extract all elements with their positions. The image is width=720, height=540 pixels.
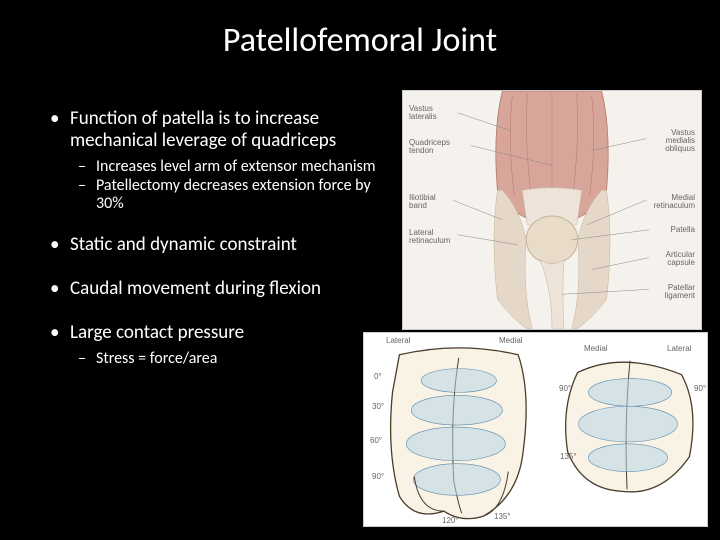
label-deg90-l: 90° [372, 473, 384, 481]
label-lateral-left: Lateral [386, 337, 410, 345]
label-deg90-r2: 90° [694, 385, 706, 393]
label-patellar-ligament: Patellar ligament [665, 284, 695, 300]
label-deg30: 30° [372, 403, 384, 411]
bullet-content: Function of patella is to increase mecha… [40, 108, 380, 390]
bullet-1: Function of patella is to increase mecha… [40, 108, 380, 212]
bullet-1-sub-2: Patellectomy decreases extension force b… [70, 177, 380, 212]
label-iliotibial-band: Iliotibial band [409, 194, 436, 210]
label-medial-retinaculum: Medial retinaculum [654, 194, 695, 210]
label-deg90-r: 90° [559, 385, 571, 393]
label-deg60: 60° [370, 437, 382, 445]
label-deg120: 120° [442, 517, 459, 525]
label-deg135: 135° [494, 513, 511, 521]
label-patella: Patella [671, 226, 695, 234]
bullet-2: Static and dynamic constraint [40, 234, 380, 256]
label-deg135-r: 135° [560, 453, 577, 461]
bullet-1-text: Function of patella is to increase mecha… [70, 107, 336, 152]
label-quadriceps-tendon: Quadriceps tendon [409, 139, 450, 155]
knee-anatomy-svg [403, 91, 701, 329]
contact-area-svg [364, 333, 707, 526]
label-vastus-lateralis: Vastus lateralis [409, 105, 437, 121]
label-lateral-retinaculum: Lateral retinaculum [409, 229, 450, 245]
bullet-3: Caudal movement during flexion [40, 278, 380, 300]
label-medial-left: Medial [499, 337, 523, 345]
bullet-4-sub-1: Stress = force/area [70, 350, 380, 368]
label-deg0: 0° [374, 373, 382, 381]
label-medial-right: Medial [584, 345, 608, 353]
bullet-4: Large contact pressure Stress = force/ar… [40, 322, 380, 367]
contact-area-figure: Lateral Medial 0° 30° 60° 90° 120° 135° … [363, 332, 708, 527]
bullet-4-text: Large contact pressure [70, 321, 244, 344]
label-articular-capsule: Articular capsule [666, 251, 695, 267]
bullet-1-sub-1: Increases level arm of extensor mechanis… [70, 158, 380, 176]
knee-anatomy-figure: Vastus lateralis Quadriceps tendon Iliot… [402, 90, 702, 330]
label-lateral-right: Lateral [667, 345, 691, 353]
slide-title: Patellofemoral Joint [0, 20, 720, 61]
label-vastus-medialis-obliquus: Vastus medialis obliquus [665, 129, 695, 153]
